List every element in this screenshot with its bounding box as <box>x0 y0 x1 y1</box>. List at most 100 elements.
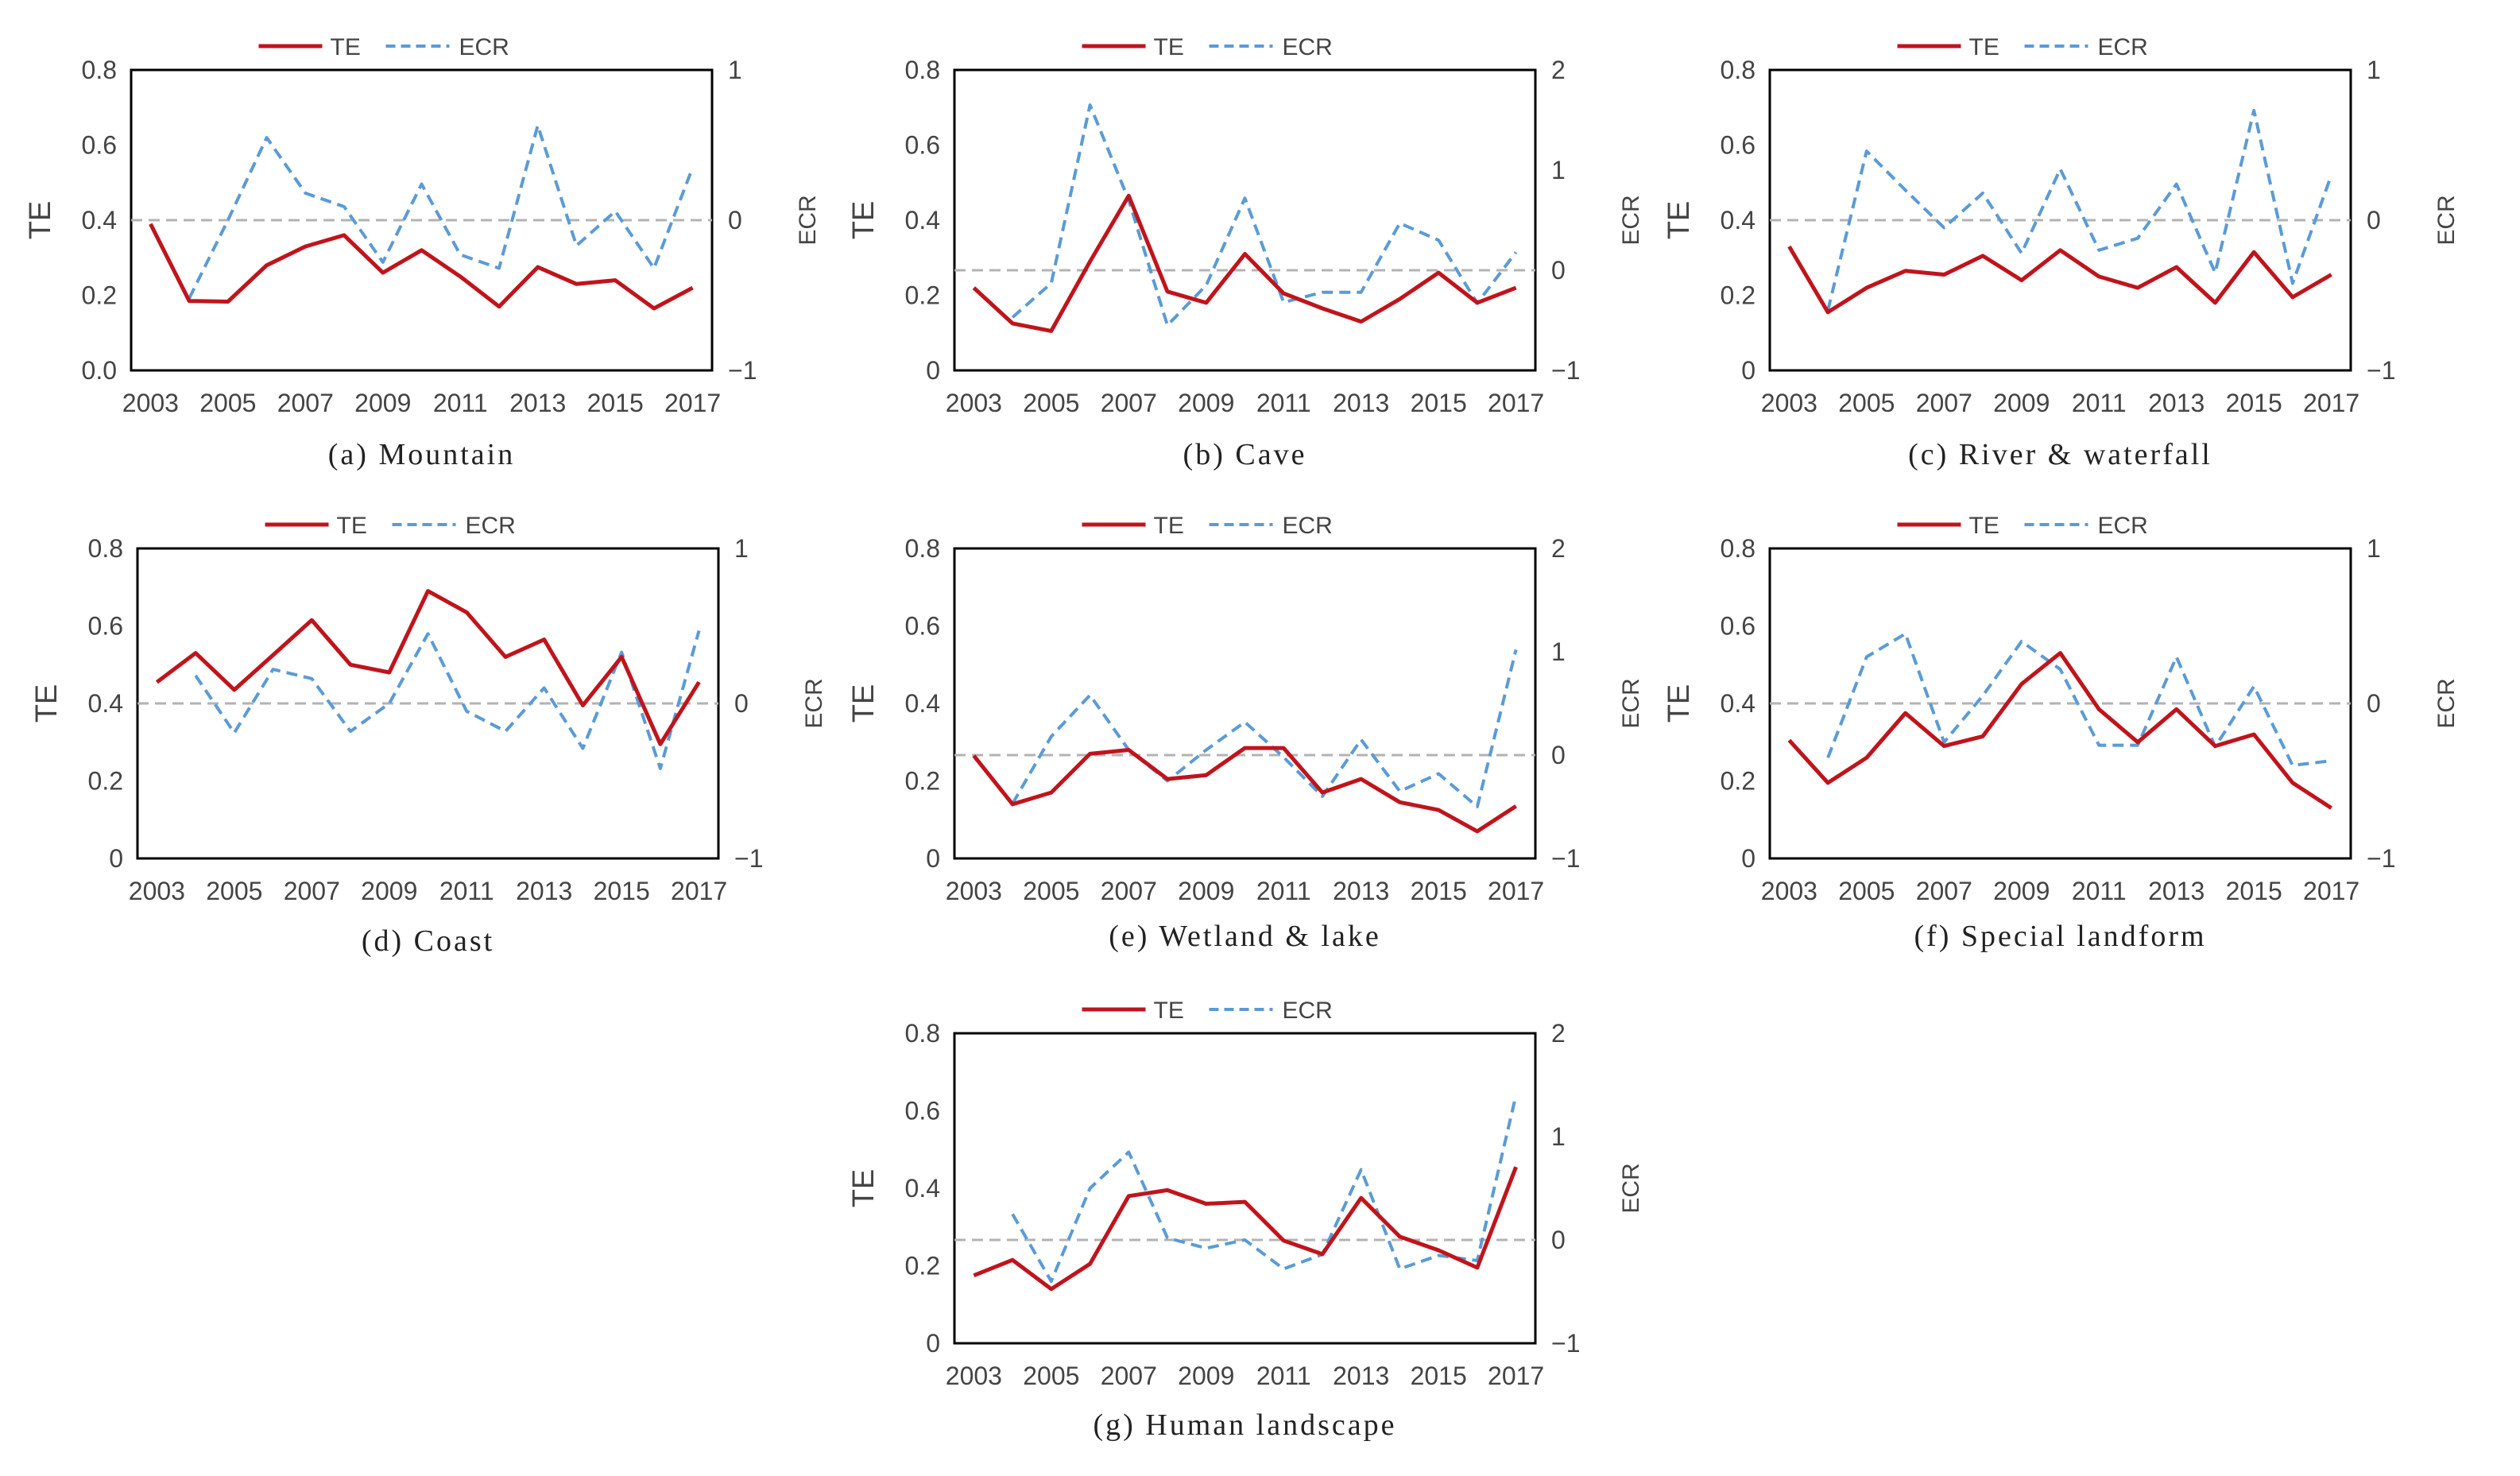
y-tick-label: 0.6 <box>905 1097 940 1125</box>
y-tick-label: 0.4 <box>88 689 123 718</box>
x-tick-label: 2009 <box>1993 877 2050 905</box>
chart-caption: (d) Coast <box>362 924 494 958</box>
x-tick-label: 2007 <box>1101 1362 1157 1390</box>
ecr-series-line <box>1011 103 1518 327</box>
y-tick-label: 0.6 <box>82 131 117 160</box>
x-tick-label: 2005 <box>1838 877 1895 905</box>
x-tick-label: 2011 <box>439 877 494 905</box>
x-tick-label: 2003 <box>122 389 179 417</box>
chart-caption: (b) Cave <box>1183 438 1307 471</box>
x-tick-label: 2005 <box>206 877 262 905</box>
x-tick-label: 2009 <box>1178 389 1234 417</box>
y-tick-label: 0.2 <box>88 767 123 796</box>
y-tick-label: 0.2 <box>905 767 940 796</box>
y-tick-label: 0.8 <box>1721 534 1755 563</box>
x-tick-label: 2007 <box>284 877 340 905</box>
y2-tick-label: 1 <box>2367 56 2381 84</box>
x-tick-label: 2007 <box>1916 877 1972 905</box>
y-tick-label: 0.2 <box>1721 767 1755 796</box>
y2-tick-label: 1 <box>728 56 742 84</box>
x-tick-label: 2013 <box>2148 877 2205 905</box>
x-tick-label: 2011 <box>1256 877 1311 905</box>
y2-tick-label: 2 <box>1551 534 1566 563</box>
x-tick-label: 2013 <box>516 877 572 905</box>
y-axis-title: TE <box>1663 201 1696 240</box>
y2-axis-title: ECR <box>801 678 827 728</box>
y2-axis-title: ECR <box>2433 678 2460 728</box>
x-tick-label: 2017 <box>664 389 721 417</box>
y2-tick-label: −1 <box>1551 356 1580 385</box>
y2-axis-title: ECR <box>795 195 821 245</box>
x-tick-label: 2003 <box>946 1362 1002 1390</box>
y-tick-label: 0.8 <box>905 1019 940 1048</box>
ecr-series-line <box>1826 632 2332 767</box>
y2-axis-title: ECR <box>1618 195 1644 245</box>
ecr-series-line <box>188 123 695 300</box>
x-tick-label: 2009 <box>361 877 417 905</box>
x-tick-label: 2017 <box>671 877 727 905</box>
x-tick-label: 2015 <box>2226 877 2282 905</box>
x-tick-label: 2011 <box>1256 389 1311 417</box>
te-series-line <box>1787 245 2332 315</box>
x-tick-label: 2009 <box>1178 1362 1234 1390</box>
x-tick-label: 2017 <box>1488 877 1544 905</box>
y-tick-label: 0.4 <box>1721 206 1755 234</box>
y2-tick-label: 1 <box>1551 637 1566 666</box>
legend-ecr-label: ECR <box>1283 998 1333 1024</box>
x-tick-label: 2013 <box>1333 1362 1389 1390</box>
y2-tick-label: 0 <box>1551 741 1566 769</box>
x-tick-label: 2015 <box>2226 389 2282 417</box>
x-tick-label: 2017 <box>1488 1362 1544 1390</box>
y2-tick-label: −1 <box>734 844 763 873</box>
chart-caption: (e) Wetland & lake <box>1109 920 1381 953</box>
x-tick-label: 2017 <box>1488 389 1544 417</box>
y-tick-label: 0.4 <box>905 206 940 234</box>
y-tick-label: 0.2 <box>905 281 940 310</box>
x-tick-label: 2009 <box>1178 877 1234 905</box>
y-tick-label: 0.6 <box>1721 131 1755 160</box>
y-tick-label: 0.4 <box>905 689 940 718</box>
x-tick-label: 2011 <box>433 389 488 417</box>
te-series-line <box>149 223 694 311</box>
y-tick-label: 0.6 <box>905 612 940 641</box>
legend-ecr-label: ECR <box>466 513 516 539</box>
y-tick-label: 0.2 <box>1721 281 1755 310</box>
y-tick-label: 0.8 <box>905 534 940 563</box>
x-tick-label: 2007 <box>1916 389 1972 417</box>
y2-tick-label: −1 <box>2367 356 2395 385</box>
y2-tick-label: 0 <box>2367 206 2381 234</box>
y2-tick-label: 0 <box>1551 256 1566 285</box>
y2-tick-label: −1 <box>2367 844 2395 873</box>
y-tick-label: 0.4 <box>82 206 117 234</box>
y-tick-label: 0 <box>1741 844 1755 873</box>
x-tick-label: 2015 <box>1411 877 1467 905</box>
y-tick-label: 0 <box>926 844 940 873</box>
y-tick-label: 0.4 <box>905 1174 940 1203</box>
te-series-line <box>973 1166 1518 1292</box>
chart-b: 0 0.2 0.4 0.6 0.8 −1 0 1 2 2003 2005 2007 2009 2011 20… <box>847 34 1644 471</box>
x-tick-label: 2005 <box>1023 877 1079 905</box>
x-tick-label: 2005 <box>1023 1362 1079 1390</box>
ecr-series-line <box>1011 649 1518 808</box>
chart-g: 0 0.2 0.4 0.6 0.8 −1 0 1 2 2003 2005 2007 2009 2011 20… <box>847 998 1644 1442</box>
x-tick-label: 2011 <box>1256 1362 1311 1390</box>
y-tick-label: 0.6 <box>88 612 123 641</box>
y2-axis-title: ECR <box>1618 678 1644 728</box>
x-tick-label: 2007 <box>277 389 334 417</box>
y-tick-label: 0.4 <box>1721 689 1755 718</box>
x-tick-label: 2005 <box>1023 389 1079 417</box>
legend-te-label: TE <box>1969 34 1999 60</box>
x-tick-label: 2013 <box>1333 877 1389 905</box>
legend-te-label: TE <box>1154 513 1184 539</box>
chart-c: 0 0.2 0.4 0.6 0.8 −1 0 1 2003 2005 2007 2009 2011 201… <box>1663 34 2460 471</box>
x-tick-label: 2003 <box>1761 389 1817 417</box>
y2-tick-label: −1 <box>1551 1329 1580 1358</box>
x-tick-label: 2017 <box>2303 389 2359 417</box>
x-tick-label: 2011 <box>2072 389 2127 417</box>
x-tick-label: 2013 <box>2148 389 2205 417</box>
y2-tick-label: 1 <box>734 534 749 563</box>
x-tick-label: 2003 <box>129 877 185 905</box>
x-tick-label: 2007 <box>1101 877 1157 905</box>
x-tick-label: 2009 <box>1993 389 2050 417</box>
te-series-line <box>155 589 701 746</box>
